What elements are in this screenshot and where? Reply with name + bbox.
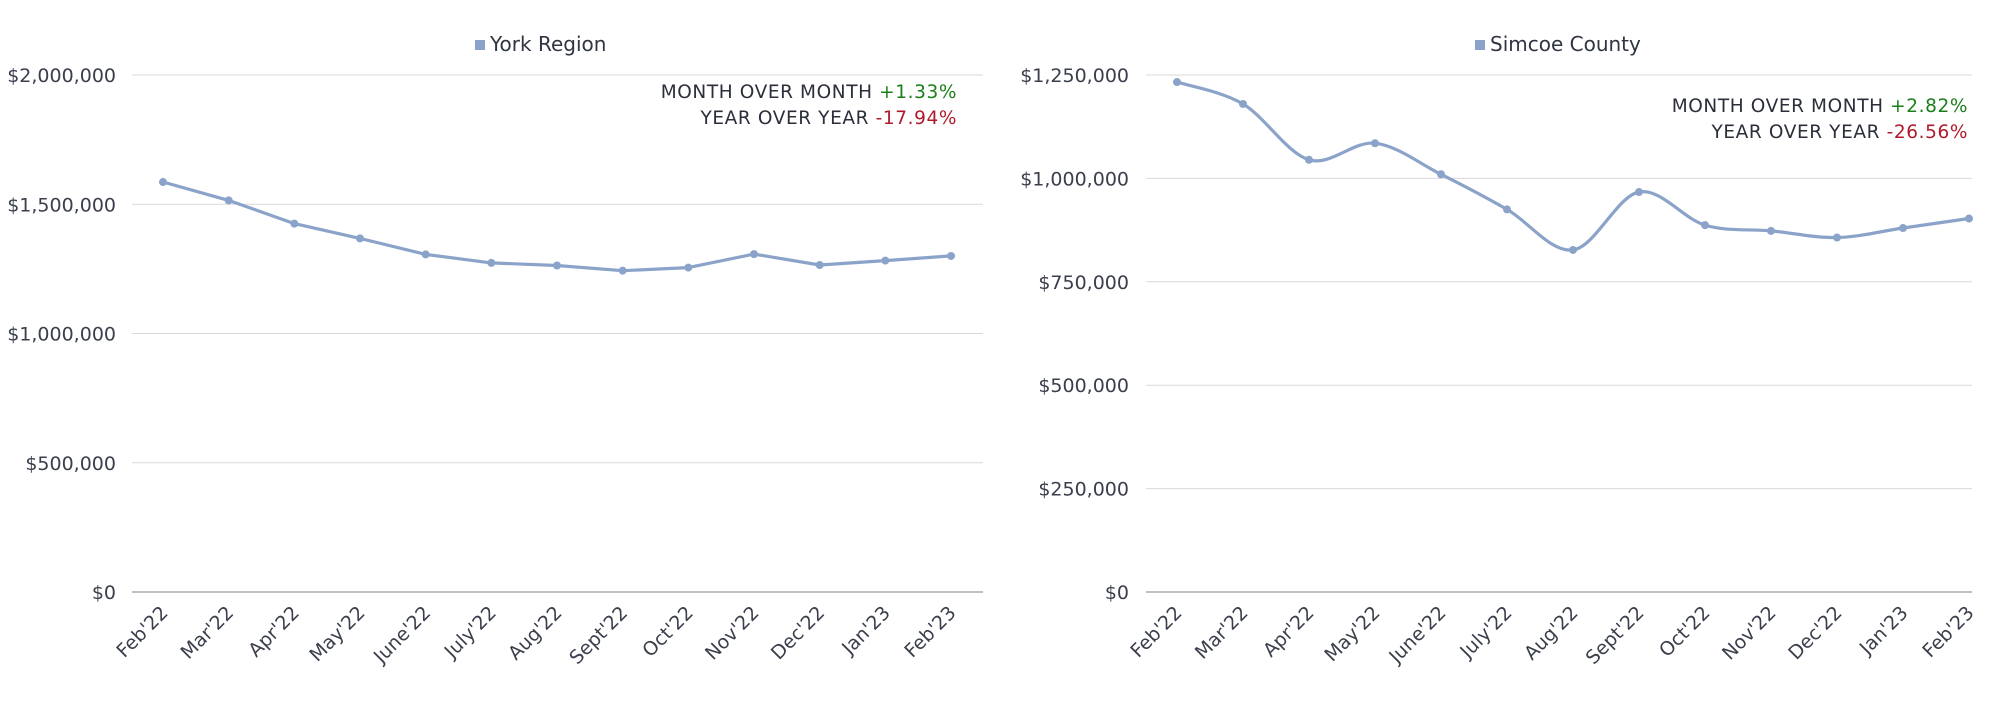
- x-tick-label: Mar'22: [1191, 602, 1253, 664]
- x-tick-label: Feb'22: [1126, 602, 1186, 662]
- y-tick-label: $0: [92, 582, 116, 604]
- data-point[interactable]: [618, 266, 627, 275]
- mom-label: MONTH OVER MONTH: [1672, 96, 1884, 117]
- mom-value: +2.82%: [1890, 96, 1968, 117]
- york-legend[interactable]: York Region: [475, 32, 606, 56]
- y-tick-label: $2,000,000: [7, 65, 116, 87]
- yoy-label: YEAR OVER YEAR: [699, 108, 869, 129]
- x-tick-label: Nov'22: [1718, 602, 1781, 665]
- york-change-annotation: MONTH OVER MONTH +1.33% YEAR OVER YEAR -…: [661, 82, 957, 129]
- y-tick-label: $0: [1105, 582, 1129, 604]
- mom-annotation: MONTH OVER MONTH +1.33%: [661, 82, 957, 103]
- x-tick-label: Jan'23: [1855, 602, 1913, 660]
- y-tick-label: $1,000,000: [1020, 168, 1129, 190]
- legend-label: Simcoe County: [1490, 32, 1641, 56]
- mom-label: MONTH OVER MONTH: [661, 82, 873, 103]
- y-tick-label: $500,000: [1038, 375, 1129, 397]
- data-point[interactable]: [1767, 226, 1775, 235]
- data-point[interactable]: [1569, 245, 1577, 254]
- data-point[interactable]: [224, 196, 233, 205]
- yoy-label: YEAR OVER YEAR: [1710, 122, 1880, 143]
- x-tick-label: June'22: [1384, 602, 1450, 668]
- y-tick-label: $750,000: [1038, 272, 1129, 294]
- x-tick-label: May'22: [1320, 602, 1384, 666]
- data-point[interactable]: [421, 250, 430, 259]
- data-point[interactable]: [1503, 205, 1511, 214]
- x-tick-label: Feb'23: [1918, 602, 1978, 662]
- data-point[interactable]: [159, 178, 167, 187]
- x-tick-label: Dec'22: [1784, 602, 1846, 664]
- data-point[interactable]: [1371, 139, 1379, 148]
- y-tick-label: $500,000: [25, 453, 116, 475]
- x-tick-label: Aug'22: [1520, 602, 1583, 665]
- data-point[interactable]: [1173, 78, 1181, 87]
- data-point[interactable]: [487, 258, 496, 267]
- y-tick-label: $250,000: [1038, 479, 1129, 501]
- y-tick-label: $1,500,000: [7, 194, 116, 216]
- data-point[interactable]: [1701, 221, 1709, 230]
- legend-swatch-icon: [475, 40, 485, 50]
- data-point[interactable]: [356, 234, 364, 243]
- yoy-annotation: YEAR OVER YEAR -26.56%: [1710, 122, 1968, 143]
- data-point[interactable]: [1899, 224, 1907, 233]
- x-tick-label: Apr'22: [1259, 602, 1319, 662]
- data-point[interactable]: [1965, 214, 1973, 223]
- data-point[interactable]: [553, 261, 561, 270]
- data-point[interactable]: [684, 263, 693, 272]
- y-tick-label: $1,000,000: [7, 324, 116, 346]
- legend-swatch-icon: [1475, 40, 1485, 50]
- yoy-value: -26.56%: [1887, 122, 1968, 143]
- yoy-annotation: YEAR OVER YEAR -17.94%: [699, 108, 957, 129]
- legend-label: York Region: [489, 32, 606, 56]
- yoy-value: -17.94%: [876, 108, 957, 129]
- simcoe-legend[interactable]: Simcoe County: [1475, 32, 1641, 56]
- data-point[interactable]: [750, 250, 758, 259]
- x-tick-label: Oct'22: [1655, 602, 1715, 662]
- data-point[interactable]: [1437, 170, 1445, 179]
- data-point[interactable]: [947, 251, 955, 260]
- simcoe-change-annotation: MONTH OVER MONTH +2.82% YEAR OVER YEAR -…: [1672, 96, 1968, 143]
- data-point[interactable]: [881, 256, 890, 265]
- mom-annotation: MONTH OVER MONTH +2.82%: [1672, 96, 1968, 117]
- data-point[interactable]: [1833, 233, 1841, 242]
- data-point[interactable]: [1305, 155, 1313, 164]
- data-point[interactable]: [815, 260, 824, 269]
- data-point[interactable]: [290, 219, 299, 228]
- data-point[interactable]: [1239, 99, 1247, 108]
- x-tick-label: July'22: [1455, 602, 1516, 663]
- x-tick-label: Sept'22: [1582, 602, 1649, 669]
- mom-value: +1.33%: [879, 82, 957, 103]
- y-tick-label: $1,250,000: [1020, 65, 1129, 87]
- data-point[interactable]: [1635, 188, 1643, 197]
